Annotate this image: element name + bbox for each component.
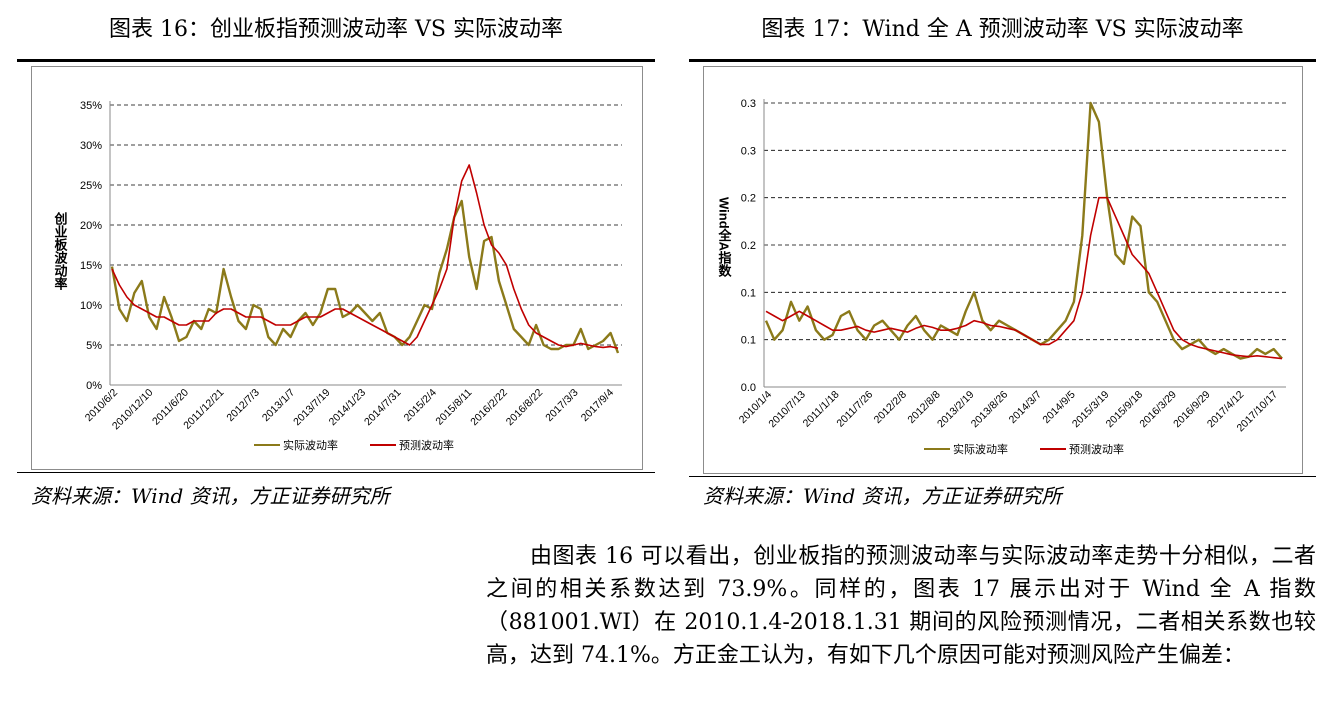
figure-16-title: 图表 16：创业板指预测波动率 VS 实际波动率: [17, 0, 655, 62]
x-tick-label: 2014/1/23: [327, 387, 369, 429]
y-tick-label: 5%: [86, 340, 102, 352]
figure-16-source: 资料来源：Wind 资讯，方正证券研究所: [31, 484, 390, 508]
legend-actual-label: 实际波动率: [283, 438, 338, 452]
y-tick-label: 0.1: [741, 335, 756, 347]
body-paragraph: 由图表 16 可以看出，创业板指的预测波动率与实际波动率走势十分相似，二者之间的…: [486, 540, 1316, 672]
x-tick-label: 2013/7/19: [291, 387, 333, 429]
x-tick-label: 2012/7/3: [224, 387, 261, 424]
y-tick-label: 0.1: [741, 287, 756, 299]
y-tick-label: 0.0: [741, 382, 756, 394]
legend-forecast-label: 预测波动率: [399, 438, 454, 452]
x-tick-label: 2010/7/13: [766, 389, 808, 431]
series-actual-line: [764, 101, 1283, 360]
x-tick-label: 2013/8/26: [969, 389, 1011, 431]
y-tick-label: 0.2: [741, 240, 756, 252]
x-tick-label: 2014/3/7: [1007, 389, 1044, 426]
series-actual-line: [110, 199, 620, 354]
y-tick-label: 20%: [80, 220, 102, 232]
x-tick-label: 2011/7/26: [834, 389, 875, 430]
x-tick-label: 2012/2/8: [872, 389, 909, 426]
chart-17: 0.00.10.10.20.20.30.32010/1/42010/7/1320…: [717, 98, 1286, 456]
y-tick-label: 0.3: [741, 98, 756, 110]
y-tick-label: 10%: [80, 300, 102, 312]
figure-17-title: 图表 17：Wind 全 A 预测波动率 VS 实际波动率: [689, 0, 1316, 62]
chart-16-frame: 0% 5% 10% 15% 20% 25% 30% 35% 2010/6/2 2010/12/10…: [31, 66, 643, 470]
legend-actual-label: 实际波动率: [953, 442, 1008, 456]
y-tick-label: 35%: [80, 100, 102, 112]
series-forecast-line: [111, 164, 619, 349]
x-tick-label: 2017/3/3: [543, 387, 580, 424]
y-tick-label: 0.3: [741, 145, 756, 157]
series-forecast-line: [765, 196, 1283, 360]
body-paragraph-text: 由图表 16 可以看出，创业板指的预测波动率与实际波动率走势十分相似，二者之间的…: [486, 544, 1316, 668]
y-tick-label: 15%: [80, 260, 102, 272]
y-tick-label: 25%: [80, 180, 102, 192]
figure-16-divider: [17, 472, 655, 473]
figure-17: 图表 17：Wind 全 A 预测波动率 VS 实际波动率 0.0 0.1 0.1 0…: [689, 0, 1316, 508]
figure-16: 图表 16：创业板指预测波动率 VS 实际波动率 0% 5% 10% 15% 20% 25…: [17, 0, 655, 508]
x-tick-label: 2016/2/22: [468, 387, 510, 429]
legend-forecast-label: 预测波动率: [1069, 442, 1124, 456]
x-tick-label: 2014/7/31: [362, 387, 404, 429]
figure-17-divider: [689, 476, 1316, 477]
y-tick-label: 30%: [80, 140, 102, 152]
x-tick-label: 2015/8/11: [433, 387, 474, 428]
x-tick-label: 2017/9/4: [579, 387, 616, 424]
chart-17-frame: 0.0 0.1 0.1 0.2 0.2 0.3 0.3 2010/1/4 2010/7/13 20…: [703, 66, 1303, 474]
chart-16: 0%5%10%15%20%25%30%35%2010/6/22010/12/10…: [53, 100, 622, 452]
y-axis-label: Wind全A指数: [717, 197, 733, 278]
figure-17-source: 资料来源：Wind 资讯，方正证券研究所: [703, 484, 1062, 508]
y-axis-label: 创业板波动率: [53, 211, 69, 291]
x-tick-label: 2016/8/22: [504, 387, 546, 429]
y-tick-label: 0.2: [741, 193, 756, 205]
y-tick-label: 0%: [86, 380, 102, 392]
